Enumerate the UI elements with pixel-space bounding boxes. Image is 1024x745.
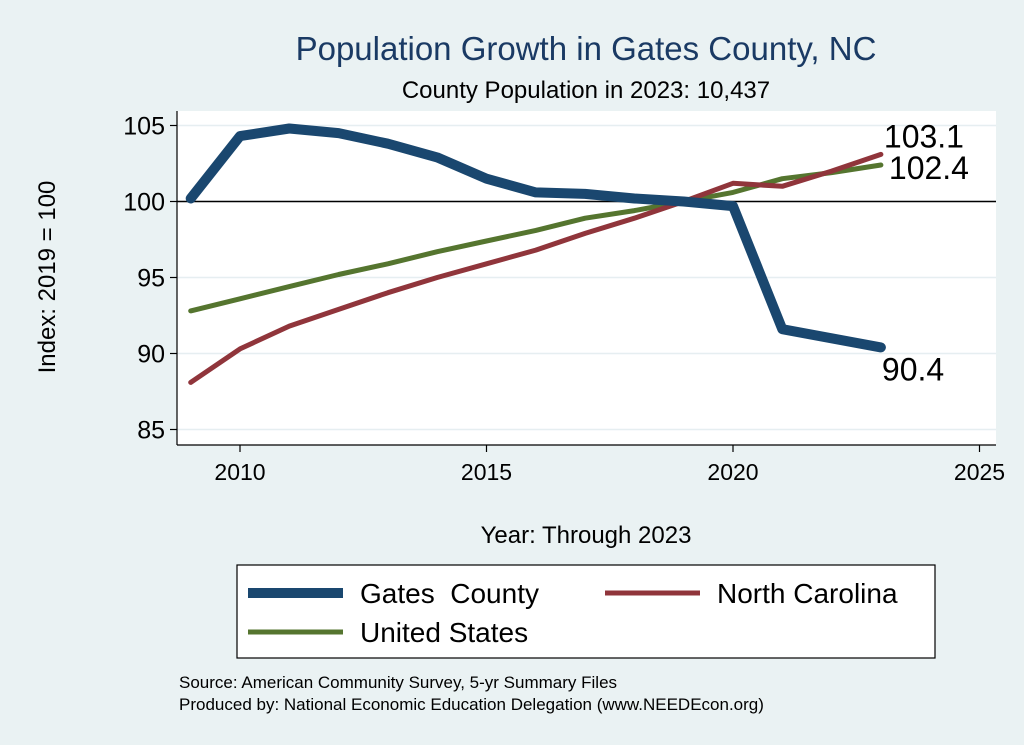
data-point	[239, 298, 241, 300]
x-tick-label: 2025	[954, 459, 1005, 485]
data-point	[338, 308, 340, 310]
y-axis-ticks: 85 90 95 100 105	[123, 113, 177, 445]
data-point	[880, 164, 882, 166]
data-point	[535, 229, 537, 231]
data-point	[683, 201, 685, 202]
produced-by-note: Produced by: National Economic Education…	[179, 695, 764, 714]
data-point	[732, 205, 734, 207]
chart-subtitle: County Population in 2023: 10,437	[402, 77, 770, 104]
x-tick-label: 2015	[461, 459, 512, 485]
data-point	[880, 153, 882, 155]
data-point	[239, 348, 241, 350]
data-point	[584, 217, 586, 219]
y-tick-label: 105	[123, 113, 165, 141]
data-point	[387, 143, 389, 145]
x-axis-title: Year: Through 2023	[481, 522, 692, 549]
legend-label: United States	[360, 617, 528, 648]
data-point	[486, 240, 487, 242]
y-tick-label: 90	[137, 341, 165, 369]
series-lines	[185, 123, 886, 385]
data-point	[781, 178, 783, 180]
data-point	[338, 132, 340, 134]
data-point	[239, 135, 241, 137]
end-label-united-states: 102.4	[889, 150, 969, 186]
end-label-north-carolina: 103.1	[884, 118, 964, 154]
data-point	[486, 178, 487, 180]
x-axis-ticks: 2010 2015 2020 2025	[214, 445, 1005, 485]
legend-box	[236, 564, 936, 659]
data-point	[535, 191, 537, 193]
data-point	[436, 277, 438, 278]
data-point	[633, 210, 635, 212]
data-point	[387, 292, 389, 294]
x-tick-label: 2020	[707, 459, 758, 485]
x-tick-label: 2010	[214, 459, 265, 485]
data-point	[535, 249, 537, 251]
data-point	[633, 217, 635, 219]
data-point	[338, 273, 340, 275]
data-point	[633, 197, 635, 199]
legend-label: Gates County	[360, 578, 539, 609]
data-point	[288, 325, 290, 327]
y-tick-label: 100	[123, 189, 165, 217]
legend-label: North Carolina	[717, 578, 898, 609]
data-point	[436, 156, 438, 158]
data-point	[880, 346, 882, 348]
data-point	[190, 381, 192, 383]
y-axis-title: Index: 2019 = 100	[34, 181, 61, 374]
data-point	[831, 170, 833, 172]
source-note: Source: American Community Survey, 5-yr …	[179, 673, 617, 692]
y-tick-label: 95	[137, 265, 165, 293]
data-point	[486, 263, 487, 265]
data-point	[584, 193, 586, 195]
data-point	[288, 128, 290, 130]
y-tick-label: 85	[137, 417, 165, 445]
data-point	[436, 251, 438, 253]
data-point	[732, 182, 734, 184]
data-point	[288, 286, 290, 288]
legend: Gates County North Carolina United States	[248, 578, 898, 648]
data-point	[781, 185, 783, 187]
data-point	[584, 232, 586, 234]
data-point	[781, 328, 783, 330]
end-label-gates-county: 90.4	[882, 351, 944, 387]
data-point	[732, 191, 734, 193]
data-point	[190, 197, 192, 199]
data-point	[387, 263, 389, 265]
data-point	[831, 337, 833, 339]
data-point	[190, 310, 192, 312]
chart-title: Population Growth in Gates County, NC	[296, 30, 877, 67]
